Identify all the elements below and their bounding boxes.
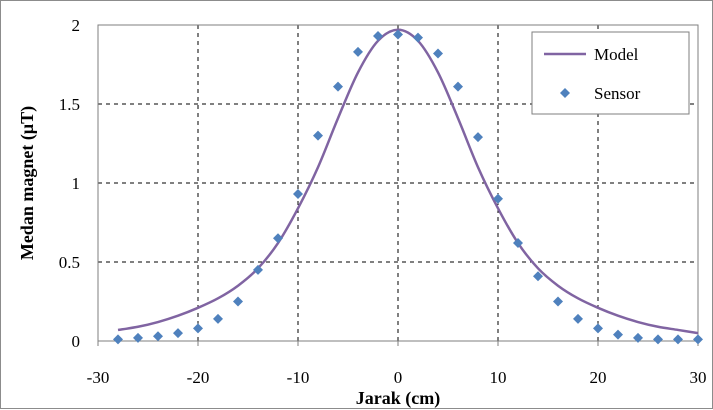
data-point-sensor <box>193 323 203 334</box>
series-line-model <box>117 28 699 335</box>
data-point-sensor <box>293 189 303 200</box>
legend-box <box>531 31 690 115</box>
y-tick-label: 2 <box>72 16 81 35</box>
y-axis-title: Medan magnet (µT) <box>17 106 38 260</box>
data-point-sensor <box>553 296 563 307</box>
x-tick-label: -30 <box>87 368 110 387</box>
data-point-sensor <box>333 81 343 92</box>
x-tick-label: 30 <box>690 368 707 387</box>
legend-label-sensor: Sensor <box>594 84 641 103</box>
data-point-sensor <box>313 130 323 141</box>
legend-label-model: Model <box>594 45 639 64</box>
data-point-sensor <box>653 334 663 345</box>
data-point-sensor <box>513 238 523 249</box>
data-point-sensor <box>533 271 543 282</box>
y-tick-label: 0 <box>72 332 81 351</box>
data-point-sensor <box>453 81 463 92</box>
data-point-sensor <box>133 332 143 343</box>
data-point-sensor <box>413 32 423 43</box>
data-point-sensor <box>353 46 363 57</box>
data-point-sensor <box>673 334 683 345</box>
tick-layer: 0 0.5 1 1.5 2 -30 -20 -10 0 10 20 30 <box>59 16 707 387</box>
data-point-sensor <box>693 334 703 345</box>
data-point-sensor <box>153 331 163 342</box>
data-point-sensor <box>393 29 403 40</box>
data-point-sensor <box>633 332 643 343</box>
data-point-sensor <box>233 296 243 307</box>
data-point-sensor <box>473 132 483 143</box>
data-point-sensor <box>373 31 383 42</box>
y-tick-label: 1 <box>72 174 81 193</box>
data-point-sensor <box>573 313 583 324</box>
data-point-sensor <box>173 328 183 339</box>
legend: Model Sensor <box>531 31 690 115</box>
x-tick-label: 20 <box>590 368 607 387</box>
data-point-sensor <box>253 264 263 275</box>
x-tick-label: -10 <box>287 368 310 387</box>
data-point-sensor <box>273 233 283 244</box>
y-tick-label: 1.5 <box>59 95 80 114</box>
legend-symbol-sensor <box>560 88 570 98</box>
data-point-sensor <box>113 334 123 345</box>
x-tick-label: 10 <box>490 368 507 387</box>
series-layer <box>113 28 703 345</box>
data-point-sensor <box>593 323 603 334</box>
data-point-sensor <box>493 193 503 204</box>
data-point-sensor <box>213 313 223 324</box>
x-axis-title: Jarak (cm) <box>356 388 440 409</box>
data-point-sensor <box>613 329 623 340</box>
x-tick-label: 0 <box>394 368 403 387</box>
data-point-sensor <box>433 48 443 59</box>
y-tick-label: 0.5 <box>59 253 80 272</box>
x-tick-label: -20 <box>187 368 210 387</box>
